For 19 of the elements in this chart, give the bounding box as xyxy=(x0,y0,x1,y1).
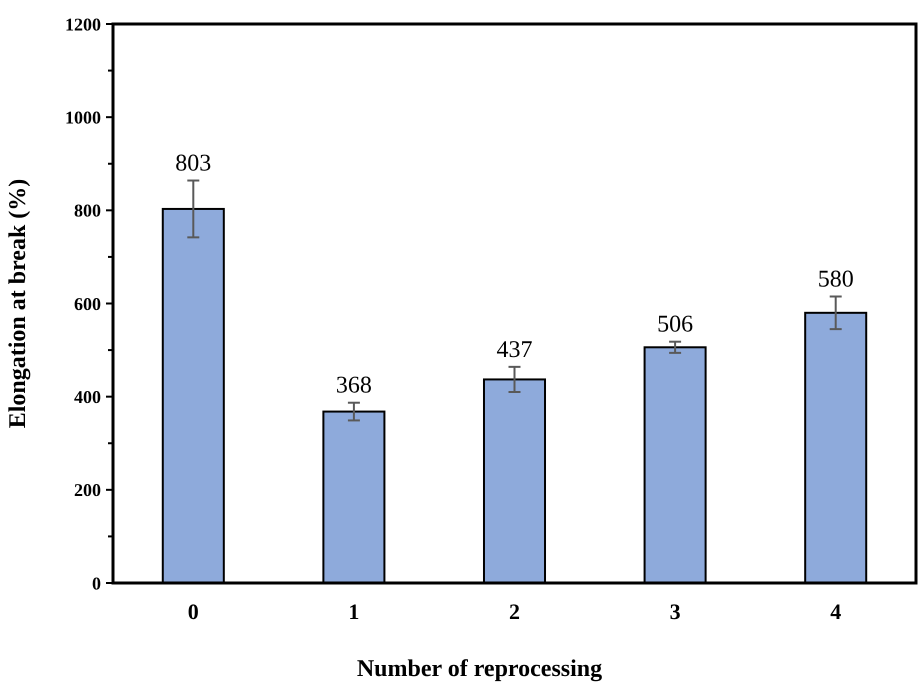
x-tick-label: 3 xyxy=(670,599,681,624)
y-tick-label: 400 xyxy=(74,386,101,407)
data-label: 580 xyxy=(818,266,854,293)
data-label: 506 xyxy=(657,312,694,338)
y-tick-label: 0 xyxy=(92,573,101,594)
y-tick-label: 600 xyxy=(74,294,101,314)
y-tick-label: 1000 xyxy=(65,107,101,128)
x-tick-label: 1 xyxy=(348,599,360,624)
x-tick-label: 2 xyxy=(509,599,520,624)
data-label: 437 xyxy=(496,336,532,363)
x-tick-label: 0 xyxy=(188,599,199,624)
x-axis-title: Number of reprocessing xyxy=(356,656,602,682)
data-label: 368 xyxy=(336,372,372,399)
y-tick-label: 1200 xyxy=(65,14,101,34)
y-tick-label: 800 xyxy=(74,200,101,221)
y-tick-label: 200 xyxy=(74,480,101,500)
data-label: 803 xyxy=(175,150,212,177)
x-tick-label: 4 xyxy=(830,599,842,624)
y-axis-title: Elongation at break (%) xyxy=(5,178,31,428)
